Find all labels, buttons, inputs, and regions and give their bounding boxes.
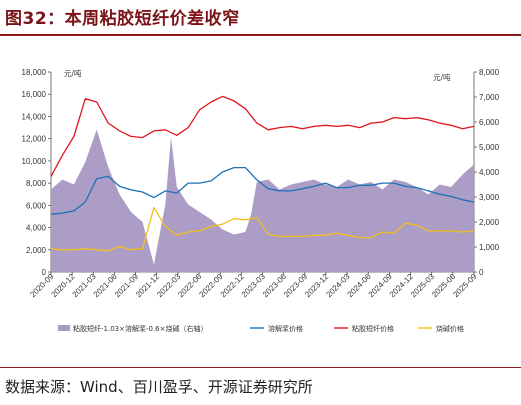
left-tick-label: 0: [42, 268, 47, 277]
right-tick-label: 8,000: [479, 68, 500, 77]
left-tick-label: 14,000: [22, 112, 47, 121]
left-tick-label: 10,000: [22, 157, 47, 166]
left-tick-label: 12,000: [22, 135, 47, 144]
x-tick-label: 2025-09: [451, 272, 479, 300]
x-axis-ticks: 2020-092020-122021-032021-062021-092021-…: [28, 272, 479, 300]
legend-label-spread: 粘胶短纤-1.03×溶解浆-0.6×烧碱（右轴）: [73, 324, 208, 333]
left-tick-label: 2,000: [26, 246, 47, 255]
right-axis-ticks: 0 1,000 2,000 3,000 4,000 5,000 6,000 7,000 8,00…: [474, 68, 500, 277]
right-tick-label: 7,000: [479, 93, 500, 102]
left-tick-label: 6,000: [26, 201, 47, 210]
left-tick-label: 18,000: [22, 68, 47, 77]
footer-rule: [0, 367, 521, 368]
left-unit-label: 元/吨: [64, 68, 82, 78]
legend-label-caustic: 烧碱价格: [436, 324, 464, 333]
right-tick-label: 4,000: [479, 168, 500, 177]
legend: 粘胶短纤-1.03×溶解浆-0.6×烧碱（右轴） 溶解浆价格 粘胶短纤价格 烧碱…: [58, 324, 464, 333]
left-tick-label: 4,000: [26, 224, 47, 233]
right-tick-label: 5,000: [479, 143, 500, 152]
right-unit-label: 元/吨: [433, 72, 451, 82]
series-area-spread: [51, 129, 474, 272]
left-tick-label: 16,000: [22, 90, 47, 99]
right-tick-label: 6,000: [479, 118, 500, 127]
series-line-caustic: [50, 206, 475, 252]
title-rule: [0, 34, 521, 36]
plot-area: [50, 72, 475, 273]
legend-label-pulp: 溶解浆价格: [268, 324, 303, 333]
left-axis-ticks: 0 2,000 4,000 6,000 8,000 10,000 12,000 14,000 1…: [22, 68, 51, 277]
chart: 0 2,000 4,000 6,000 8,000 10,000 12,000 14,000 1…: [22, 68, 500, 333]
right-tick-label: 2,000: [479, 218, 500, 227]
left-tick-label: 8,000: [26, 179, 47, 188]
legend-label-vsf: 粘胶短纤价格: [352, 324, 394, 333]
right-tick-label: 1,000: [479, 243, 500, 252]
source-note: 数据来源：Wind、百川盈孚、开源证券研究所: [5, 378, 313, 396]
series-line-vsf: [50, 95, 475, 177]
figure-title: 图32：本周粘胶短纤价差收窄: [5, 9, 240, 29]
legend-swatch-spread: [58, 325, 70, 331]
series-line-pulp: [50, 166, 475, 215]
right-tick-label: 0: [479, 268, 484, 277]
right-tick-label: 3,000: [479, 193, 500, 202]
